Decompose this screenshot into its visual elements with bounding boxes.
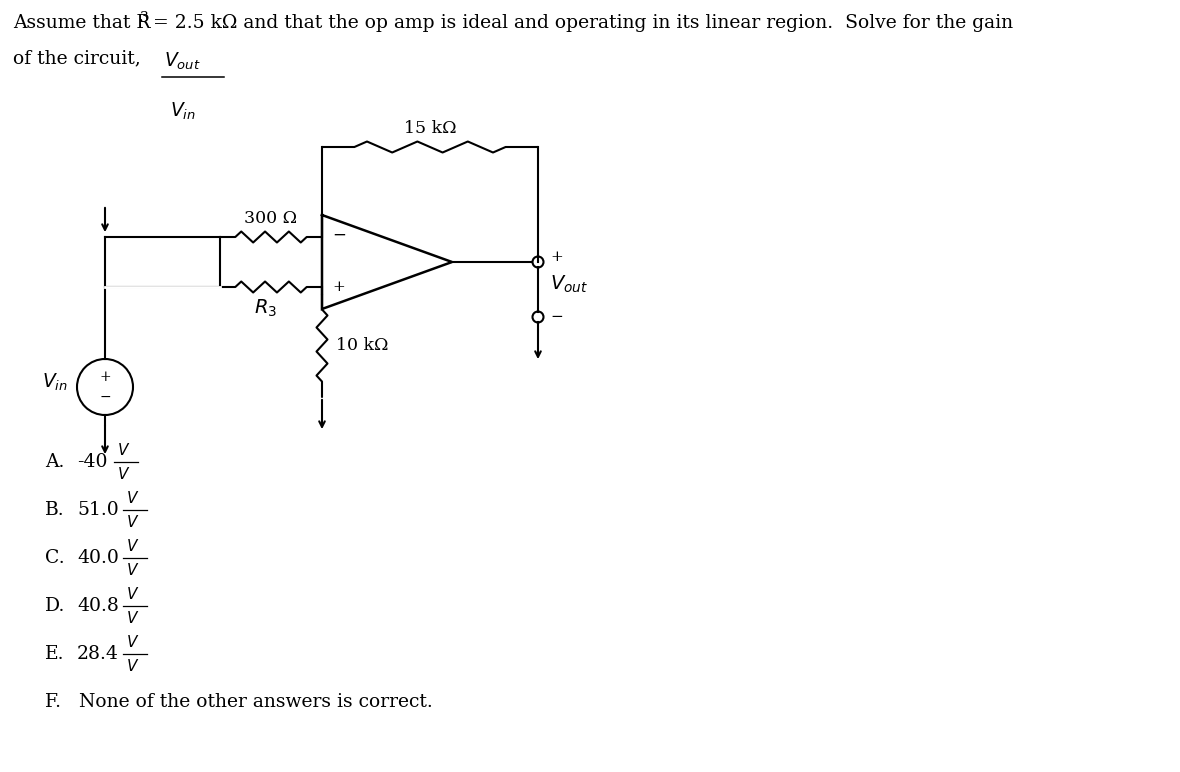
Text: $\mathit{V}$: $\mathit{V}$ — [117, 466, 130, 482]
Text: $V_{out}$: $V_{out}$ — [550, 273, 588, 295]
Text: −: − — [550, 310, 563, 324]
Text: $\mathit{V}_{out}$: $\mathit{V}_{out}$ — [164, 51, 201, 73]
Text: E.: E. — [45, 645, 65, 663]
Text: −: − — [99, 390, 111, 404]
Text: $\mathit{V}_{in}$: $\mathit{V}_{in}$ — [170, 101, 196, 122]
Text: $\mathit{V}$: $\mathit{V}$ — [126, 634, 139, 650]
Text: of the circuit,: of the circuit, — [13, 49, 140, 67]
Text: $\mathit{V}$: $\mathit{V}$ — [126, 658, 139, 674]
Text: C.: C. — [45, 549, 65, 567]
Text: −: − — [332, 226, 346, 243]
Text: $\mathit{V}$: $\mathit{V}$ — [126, 514, 139, 530]
Text: 40.8: 40.8 — [77, 597, 119, 615]
Text: -40: -40 — [77, 453, 107, 471]
Text: $\mathit{V}$: $\mathit{V}$ — [126, 562, 139, 578]
Text: Assume that R: Assume that R — [13, 14, 151, 32]
Text: $\mathit{V}$: $\mathit{V}$ — [126, 538, 139, 554]
Text: 3: 3 — [139, 12, 149, 25]
Text: 51.0: 51.0 — [77, 501, 119, 519]
Text: 28.4: 28.4 — [77, 645, 119, 663]
Text: 300 Ω: 300 Ω — [244, 210, 297, 227]
Text: +: + — [99, 370, 111, 384]
Text: 10 kΩ: 10 kΩ — [336, 337, 388, 354]
Text: $\mathit{V}$: $\mathit{V}$ — [117, 442, 130, 458]
Text: F.   None of the other answers is correct.: F. None of the other answers is correct. — [45, 693, 433, 711]
Text: $R_3$: $R_3$ — [255, 298, 277, 320]
Text: $\mathit{V}$: $\mathit{V}$ — [126, 490, 139, 506]
Text: $V_{in}$: $V_{in}$ — [42, 371, 68, 393]
Text: $\mathit{V}$: $\mathit{V}$ — [126, 610, 139, 626]
Text: D.: D. — [45, 597, 65, 615]
Text: $\mathit{V}$: $\mathit{V}$ — [126, 586, 139, 602]
Text: +: + — [332, 280, 345, 294]
Text: +: + — [550, 250, 563, 264]
Text: 40.0: 40.0 — [77, 549, 119, 567]
Text: A.: A. — [45, 453, 65, 471]
Text: = 2.5 kΩ and that the op amp is ideal and operating in its linear region.  Solve: = 2.5 kΩ and that the op amp is ideal an… — [148, 14, 1014, 32]
Text: B.: B. — [45, 501, 65, 519]
Text: 15 kΩ: 15 kΩ — [404, 120, 457, 137]
